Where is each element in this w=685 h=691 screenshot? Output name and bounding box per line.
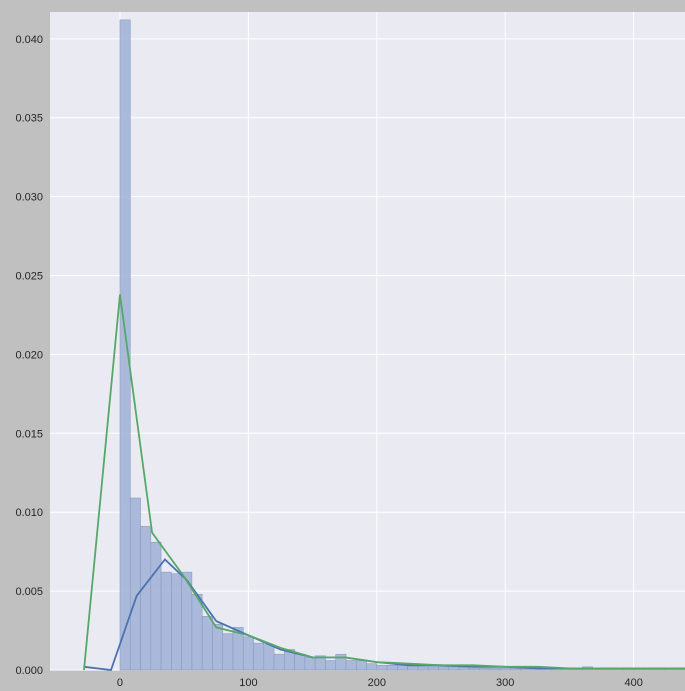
histogram-bar (129, 497, 141, 671)
histogram-bar (397, 664, 408, 671)
histogram-bar (201, 616, 213, 671)
histogram-bar (222, 633, 234, 671)
histogram-bar (191, 593, 203, 671)
histogram-bar (150, 541, 162, 671)
histogram-bar (304, 657, 316, 671)
histogram-bar (438, 666, 450, 671)
histogram-bar (325, 660, 337, 671)
histogram-bar (366, 663, 378, 671)
line-series-2 (83, 294, 685, 671)
histogram-bar (273, 653, 285, 671)
histogram-bar (345, 660, 357, 671)
histogram-bar (510, 668, 521, 671)
histogram-bar (468, 668, 480, 671)
histogram-bar (242, 636, 254, 671)
histogram-bar (119, 19, 131, 671)
histogram-bar (479, 668, 491, 671)
histogram-bar (294, 653, 306, 671)
histogram-bar (355, 660, 367, 671)
y-tick-label: 0.020 (15, 349, 43, 361)
x-tick-label: 0 (117, 677, 123, 689)
histogram-bar (489, 668, 501, 671)
y-tick-label: 0.025 (15, 271, 43, 283)
histogram-bars (119, 19, 685, 671)
y-tick-label: 0.030 (15, 192, 43, 204)
histogram-bar (386, 664, 398, 671)
histogram-bar (253, 642, 265, 671)
y-tick-label: 0.005 (15, 586, 43, 598)
histogram-bar (417, 666, 429, 671)
histogram-bar (427, 666, 439, 671)
x-tick-label: 300 (496, 677, 514, 689)
y-tick-label: 0.000 (15, 665, 43, 677)
y-tick-label: 0.035 (15, 113, 43, 125)
x-tick-label: 100 (239, 677, 257, 689)
line-series (83, 294, 685, 671)
histogram-bar (448, 666, 460, 671)
histogram-bar (160, 571, 172, 671)
y-tick-label: 0.010 (15, 507, 43, 519)
gridlines (50, 12, 685, 671)
histogram-bar (212, 623, 224, 671)
histogram-bar (171, 573, 182, 671)
histogram-bar (263, 644, 275, 671)
histogram-bar (140, 526, 152, 671)
x-tick-label: 400 (624, 677, 642, 689)
histogram-bar (376, 664, 388, 671)
y-tick-labels: 0.000 0.005 0.010 0.015 0.020 0.025 0.030 0.035… (15, 34, 43, 677)
histogram-bar (499, 668, 511, 671)
y-tick-label: 0.040 (15, 34, 43, 46)
y-tick-label: 0.015 (15, 428, 43, 440)
x-tick-labels: 0 100 200 300 400 (117, 677, 643, 689)
x-tick-label: 200 (368, 677, 386, 689)
